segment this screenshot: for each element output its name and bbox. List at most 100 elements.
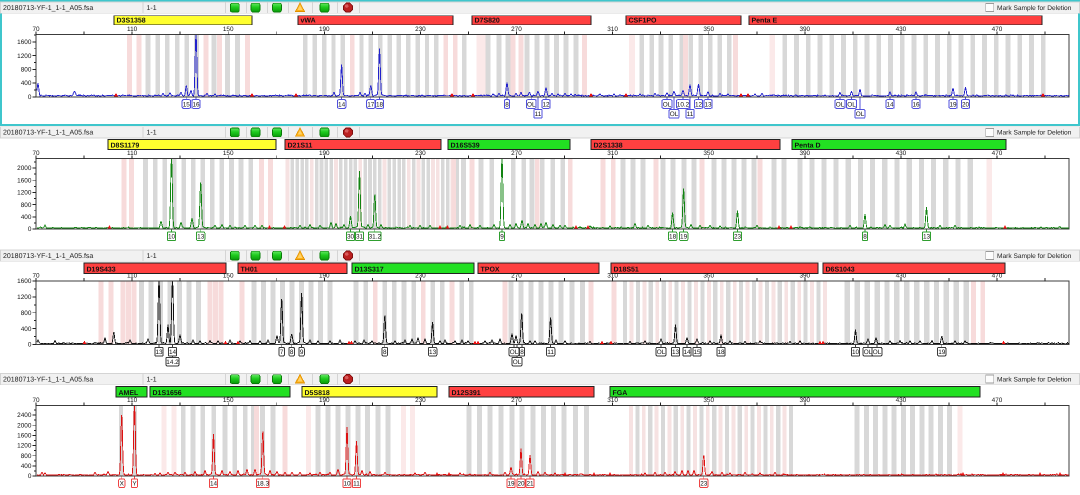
svg-text:14: 14	[338, 101, 346, 108]
svg-text:1600: 1600	[17, 278, 32, 285]
svg-text:400: 400	[21, 463, 32, 470]
svg-text:Penta D: Penta D	[795, 142, 821, 149]
svg-text:13: 13	[672, 349, 680, 356]
svg-text:10.2: 10.2	[677, 101, 690, 108]
svg-text:OL: OL	[856, 111, 865, 118]
svg-text:OL: OL	[847, 101, 856, 108]
svg-text:150: 150	[223, 272, 234, 279]
svg-text:AMEL: AMEL	[119, 390, 140, 397]
svg-text:470: 470	[992, 150, 1003, 157]
svg-text:D3S1358: D3S1358	[117, 18, 146, 25]
svg-text:X: X	[120, 481, 125, 488]
svg-text:vWA: vWA	[301, 18, 316, 25]
svg-text:14.2: 14.2	[166, 359, 179, 366]
svg-text:190: 190	[319, 150, 330, 157]
svg-text:20180713-YF-1_1-1_A05.fsa: 20180713-YF-1_1-1_A05.fsa	[3, 129, 93, 137]
svg-text:D19S433: D19S433	[87, 266, 116, 273]
svg-text:400: 400	[21, 326, 32, 333]
svg-text:10: 10	[852, 349, 860, 356]
svg-text:11: 11	[687, 111, 694, 118]
svg-text:150: 150	[223, 26, 234, 33]
svg-text:390: 390	[799, 26, 810, 33]
svg-text:18: 18	[669, 234, 677, 241]
svg-text:11: 11	[353, 481, 360, 488]
svg-text:11: 11	[535, 111, 542, 118]
svg-text:800: 800	[21, 202, 32, 209]
svg-text:800: 800	[21, 310, 32, 317]
svg-text:13: 13	[197, 234, 205, 241]
svg-text:390: 390	[799, 397, 810, 404]
svg-text:Mark Sample for Deletion: Mark Sample for Deletion	[997, 376, 1072, 383]
svg-text:110: 110	[127, 397, 138, 404]
svg-text:310: 310	[607, 150, 618, 157]
svg-text:13: 13	[155, 349, 163, 356]
svg-text:2000: 2000	[17, 165, 32, 172]
svg-text:230: 230	[415, 397, 426, 404]
svg-text:20180713-YF-1_1-1_A05.fsa: 20180713-YF-1_1-1_A05.fsa	[3, 4, 93, 12]
svg-text:150: 150	[223, 397, 234, 404]
svg-text:310: 310	[607, 397, 618, 404]
svg-text:8: 8	[290, 349, 294, 356]
svg-text:470: 470	[992, 397, 1003, 404]
svg-text:OL: OL	[663, 101, 672, 108]
svg-text:110: 110	[127, 272, 138, 279]
svg-text:30: 30	[347, 234, 355, 241]
svg-text:D16S539: D16S539	[451, 142, 480, 149]
svg-text:16: 16	[192, 101, 200, 108]
svg-text:18: 18	[376, 101, 384, 108]
svg-text:16: 16	[912, 101, 920, 108]
svg-text:70: 70	[32, 272, 40, 279]
svg-text:1-1: 1-1	[147, 130, 157, 137]
svg-text:TH01: TH01	[241, 266, 258, 273]
svg-text:10: 10	[168, 234, 176, 241]
svg-text:CSF1PO: CSF1PO	[629, 18, 658, 25]
svg-text:270: 270	[511, 397, 522, 404]
svg-text:1-1: 1-1	[147, 5, 157, 12]
svg-text:470: 470	[992, 26, 1003, 33]
svg-text:230: 230	[415, 26, 426, 33]
svg-text:18: 18	[717, 349, 725, 356]
svg-text:400: 400	[21, 80, 32, 87]
svg-text:20: 20	[962, 101, 970, 108]
svg-text:110: 110	[127, 150, 138, 157]
svg-text:470: 470	[992, 272, 1003, 279]
svg-text:23: 23	[734, 234, 742, 241]
svg-text:31.2: 31.2	[369, 234, 382, 241]
svg-text:Mark Sample for Deletion: Mark Sample for Deletion	[997, 130, 1072, 137]
svg-text:800: 800	[21, 453, 32, 460]
svg-text:17: 17	[367, 101, 375, 108]
svg-text:D6S1043: D6S1043	[826, 266, 855, 273]
svg-text:110: 110	[127, 26, 138, 33]
svg-text:20: 20	[517, 481, 525, 488]
svg-text:8: 8	[383, 349, 387, 356]
svg-text:430: 430	[896, 26, 907, 33]
svg-text:10: 10	[343, 481, 351, 488]
svg-text:OL: OL	[657, 349, 666, 356]
svg-text:0: 0	[28, 94, 32, 101]
svg-text:1200: 1200	[17, 190, 32, 197]
svg-text:7: 7	[280, 349, 284, 356]
svg-text:OL: OL	[510, 349, 519, 356]
svg-text:20180713-YF-1_1-1_A05.fsa: 20180713-YF-1_1-1_A05.fsa	[3, 252, 93, 260]
svg-text:13: 13	[923, 234, 931, 241]
svg-text:1200: 1200	[17, 53, 32, 60]
svg-text:D1S1656: D1S1656	[153, 390, 182, 397]
svg-text:150: 150	[223, 150, 234, 157]
svg-text:D13S317: D13S317	[355, 266, 384, 273]
svg-text:20180713-YF-1_1-1_A05.fsa: 20180713-YF-1_1-1_A05.fsa	[3, 375, 93, 383]
svg-text:12: 12	[542, 101, 550, 108]
svg-text:15: 15	[183, 101, 191, 108]
svg-text:270: 270	[511, 272, 522, 279]
svg-text:15: 15	[693, 349, 701, 356]
svg-text:Penta E: Penta E	[752, 18, 778, 25]
svg-text:2400: 2400	[17, 412, 32, 419]
svg-text:70: 70	[32, 150, 40, 157]
svg-text:D21S11: D21S11	[288, 142, 313, 149]
svg-text:350: 350	[703, 150, 714, 157]
svg-text:Mark Sample for Deletion: Mark Sample for Deletion	[997, 5, 1072, 12]
svg-text:OL: OL	[864, 349, 873, 356]
svg-text:OL: OL	[873, 349, 882, 356]
svg-text:800: 800	[21, 67, 32, 74]
svg-text:70: 70	[32, 397, 40, 404]
svg-text:8: 8	[505, 101, 509, 108]
